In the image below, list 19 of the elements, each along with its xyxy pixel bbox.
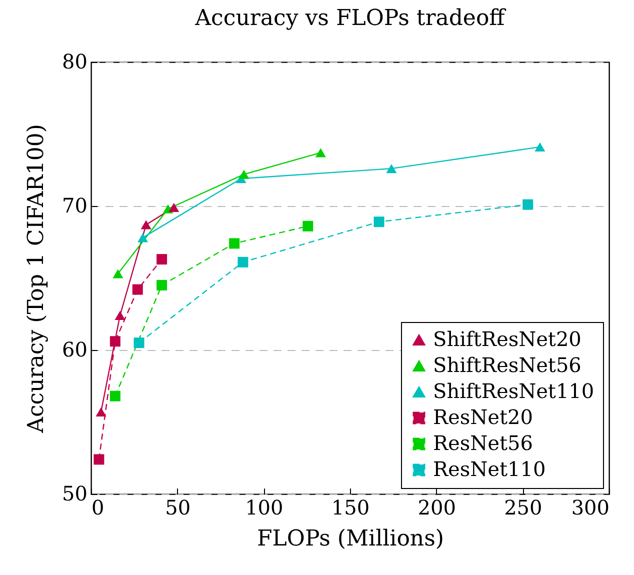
legend-label: ShiftResNet20 — [433, 327, 582, 351]
chart-title: Accuracy vs FLOPs tradeoff — [194, 6, 506, 31]
legend-label: ResNet56 — [433, 431, 533, 455]
legend-label: ShiftResNet56 — [433, 353, 582, 377]
legend-label: ShiftResNet110 — [433, 379, 594, 403]
y-tick-label: 80 — [62, 50, 88, 74]
y-tick-label: 60 — [62, 338, 88, 362]
x-tick-label: 150 — [331, 496, 370, 520]
x-tick-label: 50 — [165, 496, 191, 520]
x-tick-label: 200 — [418, 496, 456, 520]
legend-label: ResNet110 — [433, 457, 546, 481]
x-tick-label: 100 — [245, 496, 284, 520]
x-tick-label: 300 — [571, 496, 610, 520]
legend-label: ResNet20 — [433, 405, 533, 429]
x-axis-title: FLOPs (Millions) — [257, 526, 444, 552]
x-tick-label: 250 — [504, 496, 542, 520]
y-tick-label: 70 — [62, 194, 88, 218]
x-tick-label: 0 — [92, 496, 104, 520]
y-axis-title: Accuracy (Top 1 CIFAR100) — [24, 124, 50, 434]
